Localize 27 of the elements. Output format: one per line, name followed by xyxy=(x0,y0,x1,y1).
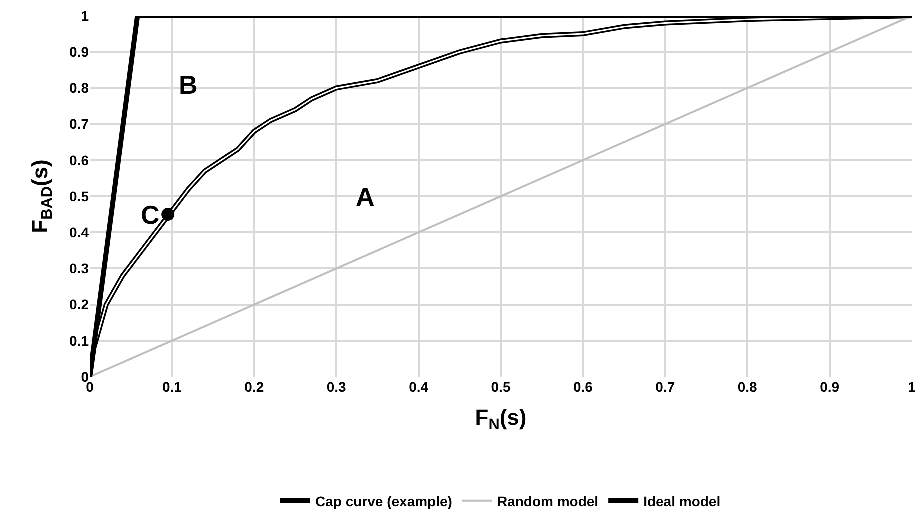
legend-label: Cap curve (example) xyxy=(316,493,452,510)
x-tick-label: 0.6 xyxy=(573,379,594,395)
x-tick-label: 0.2 xyxy=(244,379,264,395)
x-tick-label: 0.5 xyxy=(491,379,511,395)
y-tick-label: 0.6 xyxy=(70,152,90,168)
legend-label: Random model xyxy=(497,493,599,510)
annotation: C xyxy=(141,200,160,230)
annotation: B xyxy=(179,70,198,100)
y-tick-label: 0.9 xyxy=(70,44,90,60)
x-axis-title: F$_{N}$(s) xyxy=(475,404,527,434)
x-tick-label: 0.7 xyxy=(656,379,676,395)
x-tick-label: 0.3 xyxy=(326,379,347,395)
y-tick-label: 0.3 xyxy=(70,260,90,277)
x-tick-label: 0.1 xyxy=(162,379,182,395)
x-tick-label: 0.8 xyxy=(738,379,758,395)
x-tick-label: 0.4 xyxy=(409,379,429,395)
x-tick-label: 0.9 xyxy=(820,379,840,395)
y-tick-label: 0.2 xyxy=(70,296,90,313)
annotation: A xyxy=(356,182,375,212)
y-tick-label: 0.4 xyxy=(70,224,90,240)
y-tick-label: 1 xyxy=(81,8,90,24)
x-tick-label: 1 xyxy=(908,379,916,395)
y-tick-label: 0.5 xyxy=(70,188,90,204)
y-tick-label: 0.7 xyxy=(70,116,90,132)
legend-label: Ideal model xyxy=(644,493,721,510)
y-tick-label: 0.1 xyxy=(70,332,90,349)
y-tick-label: 0.8 xyxy=(70,80,90,96)
